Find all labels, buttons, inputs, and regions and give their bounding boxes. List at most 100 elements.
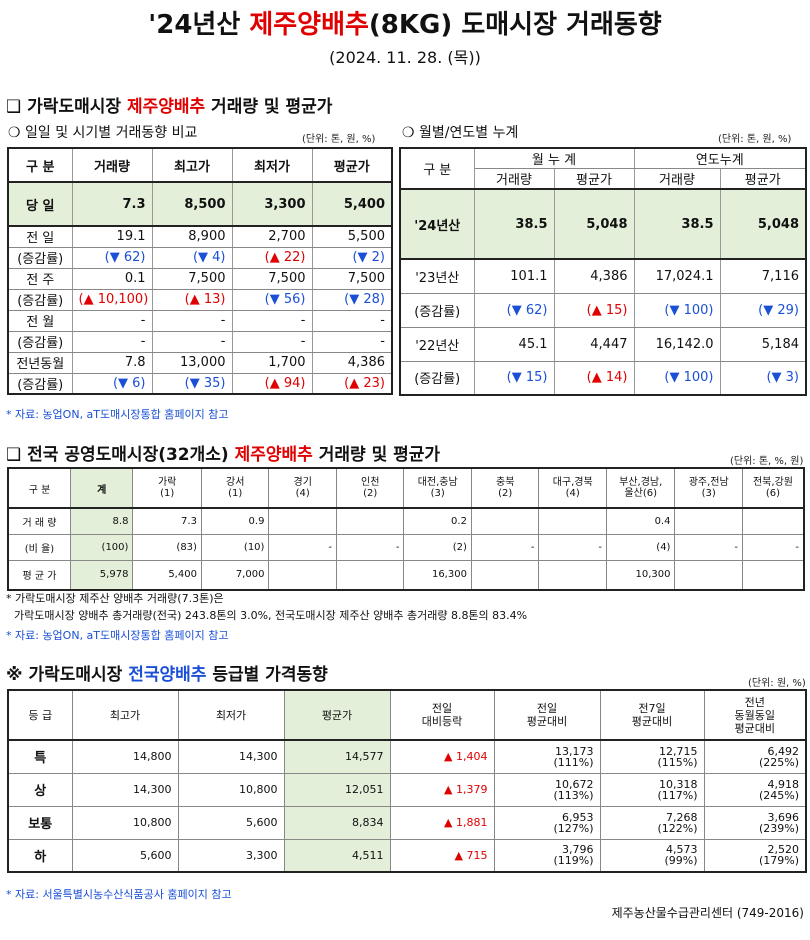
prev-year-row: 전년동월 7.8 13,000 1,700 4,386	[7, 351, 393, 374]
change-up: ▲ 1,881	[389, 805, 495, 840]
cell-value: 10,800	[71, 805, 179, 840]
cell-percent: (119%)	[553, 854, 594, 868]
change-down: (▼ 62)	[71, 246, 153, 269]
grade-price-table: 등 급 최고가 최저가 평균가 전일 대비등락 전일 평균대비 전7일 평균대비…	[7, 689, 807, 873]
header-market: 전북,강원	[752, 477, 793, 488]
cell-value: 7,268	[666, 810, 698, 824]
change-value: -	[231, 330, 313, 353]
header-prev-7day-ratio: 전7일 평균대비	[599, 689, 705, 741]
header-market-count: (1)	[160, 488, 175, 499]
cell-value	[741, 559, 805, 591]
change-down: (▼ 6)	[71, 372, 153, 395]
cell-value: 5,978	[69, 559, 134, 591]
section3-title: ※ 가락도매시장 전국양배추 등급별 가격동향	[6, 660, 328, 685]
prev-day-change-row: (증감률) (▼ 62) (▼ 4) (▲ 22) (▼ 2)	[7, 246, 393, 269]
header-volume: 거래량	[71, 147, 153, 183]
avg-price-row: 평 균 가 5,978 5,400 7,000 16,300 10,300	[7, 559, 805, 591]
change-up: (▲ 23)	[311, 372, 393, 395]
change-label: (증감률)	[399, 292, 475, 328]
change-up: (▲ 10,100)	[71, 288, 153, 311]
grade-label: 보통	[7, 805, 73, 840]
cell-value: 3,796	[562, 843, 594, 857]
cell-value: 10,672	[555, 777, 594, 791]
cell-value: 5,048	[553, 188, 635, 260]
cell-value: 13,173	[555, 744, 594, 758]
cell-value: 0.2	[403, 507, 472, 535]
section1-title-post: 거래량 및 평균가	[205, 97, 333, 117]
year-2023-change-row: (증감률) (▼ 62) (▲ 15) (▼ 100) (▼ 29)	[399, 292, 807, 328]
header-market: 부산,경남,	[619, 477, 663, 488]
cell-value	[674, 559, 743, 591]
section2-title-post: 거래량 및 평균가	[312, 445, 441, 465]
daily-subtitle: ❍ 일일 및 시기별 거래동향 비교	[8, 125, 198, 141]
change-up: ▲ 715	[389, 838, 495, 873]
change-down: (▼ 100)	[633, 360, 721, 396]
title-highlight: 제주양배추	[249, 10, 369, 40]
prev-day-row: 전 일 19.1 8,900 2,700 5,500	[7, 225, 393, 248]
cell-value: 17,024.1	[633, 258, 721, 294]
cell-value: 16,142.0	[633, 326, 721, 362]
row-label: 전년동월	[7, 351, 73, 374]
cell-percent: (117%)	[657, 788, 698, 802]
year-2022-change-row: (증감률) (▼ 15) (▲ 14) (▼ 100) (▼ 3)	[399, 360, 807, 396]
change-down: (▼ 4)	[151, 246, 233, 269]
row-label: 전 월	[7, 309, 73, 332]
year-2022-row: '22년산 45.1 4,447 16,142.0 5,184	[399, 326, 807, 362]
today-row: 당 일 7.3 8,500 3,300 5,400	[7, 181, 393, 227]
cell-value: 5,600	[71, 838, 179, 873]
row-label: 전 주	[7, 267, 73, 290]
prev-month-row: 전 월 - - - -	[7, 309, 393, 332]
cell-percent: (111%)	[553, 755, 594, 769]
today-avg: 5,400	[311, 181, 393, 227]
ratio-row: (비 율) (100) (83) (10) - - (2) - - (4) - …	[7, 533, 805, 561]
row-label: 거 래 량	[7, 507, 71, 535]
cell-value: -	[151, 309, 233, 332]
cell-value: 2,520	[767, 843, 800, 857]
cell-value: 13,000	[151, 351, 233, 374]
cell-value: 5,184	[719, 326, 807, 362]
cell-value: 1,700	[231, 351, 313, 374]
report-date: (2024. 11. 28. (목))	[329, 48, 481, 67]
prev-week-change-row: (증감률) (▲ 10,100) (▲ 13) (▼ 56) (▼ 28)	[7, 288, 393, 311]
change-up: (▲ 94)	[231, 372, 313, 395]
cell-value	[741, 507, 805, 535]
today-label: 당 일	[7, 181, 73, 227]
cell-value: 6,492	[767, 744, 800, 758]
change-up: (▲ 13)	[151, 288, 233, 311]
today-min: 3,300	[231, 181, 313, 227]
cell-value: 8,900	[151, 225, 233, 248]
change-label: (증감률)	[7, 372, 73, 395]
cell-percent: (225%)	[758, 755, 799, 769]
header-prev-year-ratio: 전년 동월동일 평균대비	[703, 689, 807, 741]
prev-week-row: 전 주 0.1 7,500 7,500 7,500	[7, 267, 393, 290]
cell-value: 7,500	[311, 267, 393, 290]
section2-source-note: * 자료: 농업ON, aT도매시장통합 홈페이지 참고	[6, 629, 229, 642]
cell-value: 16,300	[403, 559, 472, 591]
row-label: (비 율)	[7, 533, 71, 561]
change-down: (▼ 62)	[473, 292, 555, 328]
page-title: '24년산 제주양배추(8KG) 도매시장 거래동향	[0, 4, 810, 41]
cell-value: 0.1	[71, 267, 153, 290]
grade-label: 특	[7, 739, 73, 774]
header-year-avg: 평균가	[719, 168, 807, 190]
section2-title-pre: 전국 공영도매시장(32개소)	[27, 445, 235, 465]
row-label: '23년산	[399, 258, 475, 294]
cell-value: 4,918	[767, 777, 800, 791]
cell-value: 7,000	[200, 559, 270, 591]
header-market: 대전,충남	[417, 477, 458, 488]
cell-value: 7.3	[132, 507, 202, 535]
change-down: (▼ 15)	[473, 360, 555, 396]
section3-unit: (단위: 원, %)	[748, 678, 806, 689]
cell-value: -	[674, 533, 743, 561]
cell-value: 38.5	[633, 188, 721, 260]
change-label: (증감률)	[7, 288, 73, 311]
cell-value: -	[311, 309, 393, 332]
prev-month-change-row: (증감률) - - - -	[7, 330, 393, 353]
change-down: (▼ 28)	[311, 288, 393, 311]
change-label: (증감률)	[399, 360, 475, 396]
checkbox-icon: ❑	[6, 97, 22, 117]
header-avg-price: 평균가	[283, 689, 391, 741]
row-label: 전 일	[7, 225, 73, 248]
grade-label: 하	[7, 838, 73, 873]
header-market: 가락	[157, 477, 177, 488]
